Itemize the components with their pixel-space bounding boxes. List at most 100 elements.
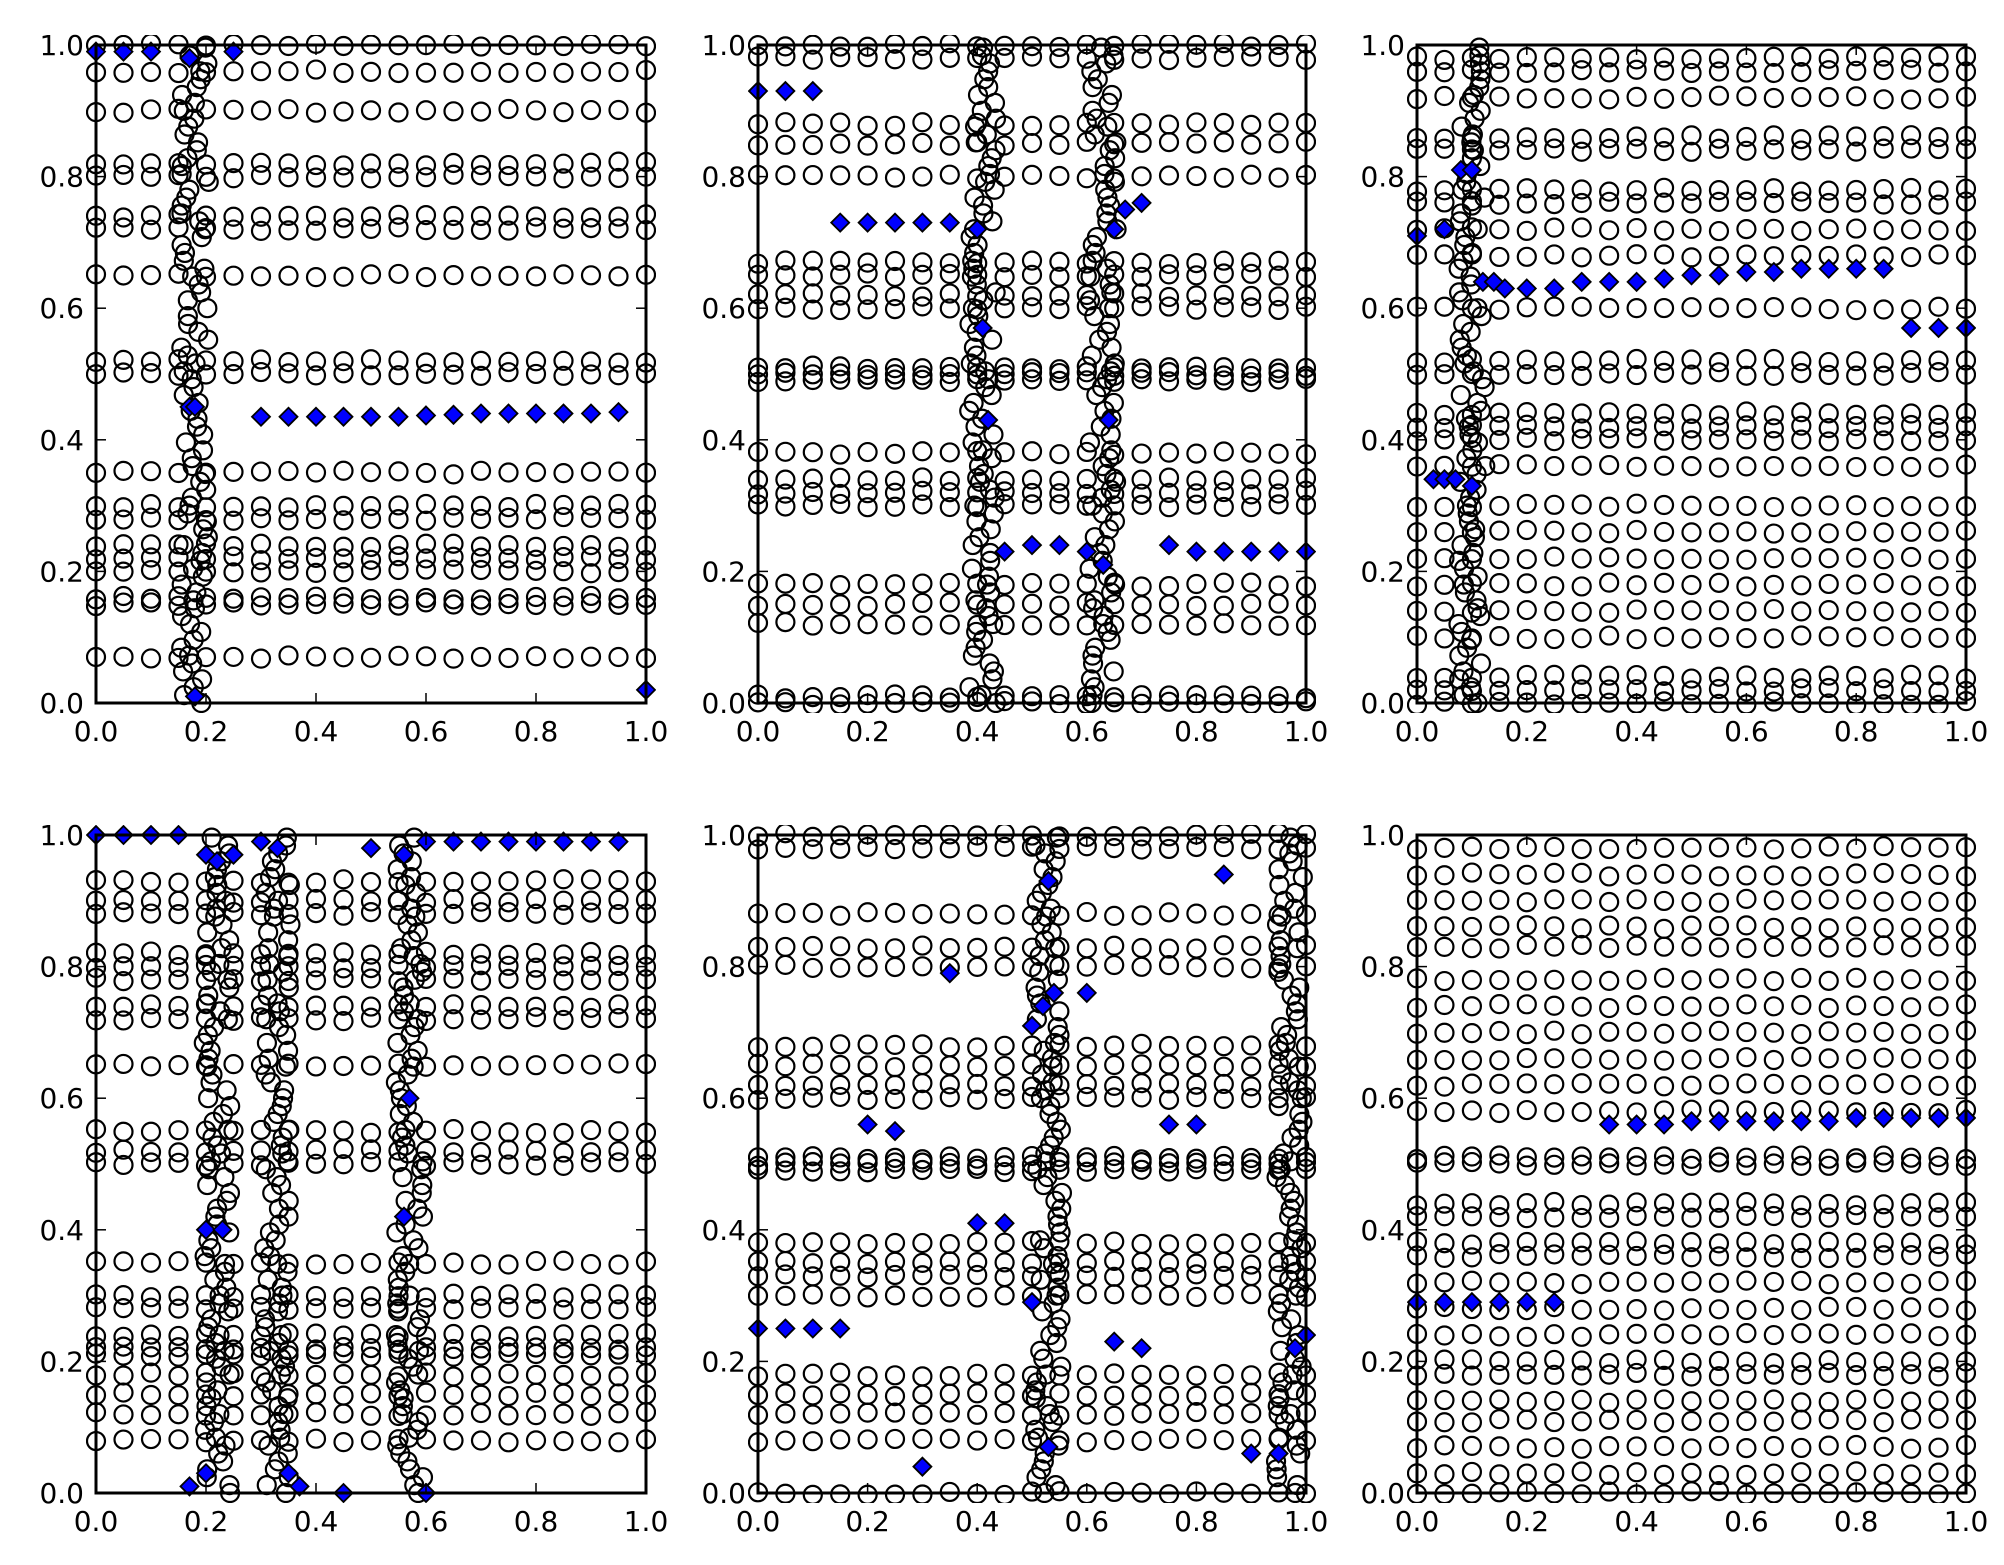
circle-point (1268, 250, 1289, 271)
circle-point (802, 369, 823, 391)
circle-point (884, 1232, 906, 1254)
circle-point (1599, 402, 1620, 423)
circle-point (1571, 1438, 1592, 1459)
circle-point (470, 902, 492, 923)
diamond-point (939, 212, 961, 233)
circle-point (498, 98, 519, 120)
diamond-point (1681, 265, 1702, 286)
circle-point (802, 1152, 823, 1173)
circle-point (912, 1252, 933, 1273)
circle-point (1158, 497, 1180, 518)
circle-point (168, 365, 189, 386)
circle-point (1544, 969, 1565, 990)
circle-point (250, 595, 272, 616)
diamond-point (1461, 159, 1483, 181)
circle-point (1791, 1145, 1812, 1166)
circle-point (884, 1034, 906, 1055)
circle-point (802, 1036, 823, 1057)
circle-point (1158, 1161, 1180, 1182)
circle-point (1076, 483, 1097, 505)
circle-point (978, 566, 1000, 587)
circle-point (553, 595, 574, 616)
circle-point (1544, 520, 1565, 541)
circle-point (1489, 1020, 1510, 1042)
circle-point (1681, 218, 1702, 239)
circle-point (470, 1338, 492, 1359)
circle-point (912, 1089, 933, 1110)
circle-point (168, 1404, 189, 1425)
circle-point (1681, 548, 1702, 570)
circle-point (250, 152, 272, 173)
circle-point (775, 1232, 796, 1254)
circle-point (1241, 1254, 1262, 1275)
circle-point (1449, 211, 1471, 232)
diamond-point (977, 409, 999, 431)
diamond-point (388, 406, 409, 428)
circle-point (525, 646, 547, 667)
circle-point (1489, 549, 1510, 570)
circle-point (168, 1346, 189, 1367)
circle-point (140, 1297, 162, 1318)
circle-point (223, 152, 244, 174)
circle-point (1104, 1087, 1125, 1108)
x-tick-label: 0.8 (1834, 1505, 1879, 1538)
subplot-1: 0.0 0.2 0.4 0.6 0.8 1.00.00.20.40.60.81.0 (39, 29, 668, 748)
circle-point (775, 825, 796, 844)
circle-point (278, 1365, 299, 1386)
circle-point (1791, 678, 1812, 699)
circle-point (140, 1141, 162, 1163)
circle-point (333, 536, 354, 557)
circle-point (411, 961, 433, 982)
circle-point (333, 548, 354, 569)
circle-point (443, 152, 464, 174)
circle-point (1873, 601, 1894, 622)
circle-point (168, 1429, 189, 1450)
circle-point (1571, 1461, 1592, 1482)
diamond-point (966, 218, 988, 240)
circle-point (333, 363, 354, 384)
circle-point (1818, 970, 1839, 991)
circle-point (1928, 521, 1949, 542)
circle-point (1544, 1324, 1565, 1345)
circle-point (1599, 1409, 1620, 1430)
circle-point (553, 1009, 574, 1031)
circle-point (1681, 1148, 1702, 1169)
circle-point (580, 563, 602, 584)
circle-point (1818, 918, 1839, 939)
circle-point (1653, 626, 1675, 647)
circle-point (608, 1403, 629, 1424)
diamond-point (775, 80, 796, 102)
x-tick-label: 0.4 (1614, 1505, 1659, 1538)
circle-point (994, 1429, 1015, 1450)
circle-point (195, 1155, 217, 1176)
circle-point (525, 549, 547, 570)
circle-point (1791, 140, 1812, 161)
circle-point (553, 1403, 574, 1424)
circle-point (1708, 85, 1730, 106)
circle-point (250, 1119, 272, 1141)
circle-point (168, 1325, 189, 1347)
circle-point (360, 264, 382, 285)
diamond-point (1791, 258, 1812, 279)
y-tick-label: 0.4 (701, 1214, 746, 1247)
circle-point (1791, 1023, 1812, 1045)
circle-point (580, 1365, 602, 1386)
circle-point (830, 133, 851, 154)
circle-point (1076, 1404, 1097, 1425)
circle-point (525, 536, 547, 557)
circle-point (360, 1364, 382, 1386)
circle-point (1434, 62, 1455, 83)
circle-point (1681, 364, 1702, 385)
circle-point (1049, 251, 1070, 272)
circle-point (802, 468, 823, 489)
circle-point (1791, 46, 1812, 67)
circle-point (985, 282, 1006, 303)
diamond-point (1516, 1291, 1538, 1313)
circle-point (1516, 1245, 1537, 1266)
circle-point (1434, 837, 1455, 858)
circle-point (1873, 46, 1894, 67)
circle-point (1489, 1364, 1510, 1385)
circle-point (802, 594, 823, 616)
circle-point (1626, 456, 1647, 478)
circle-point (1928, 220, 1949, 241)
